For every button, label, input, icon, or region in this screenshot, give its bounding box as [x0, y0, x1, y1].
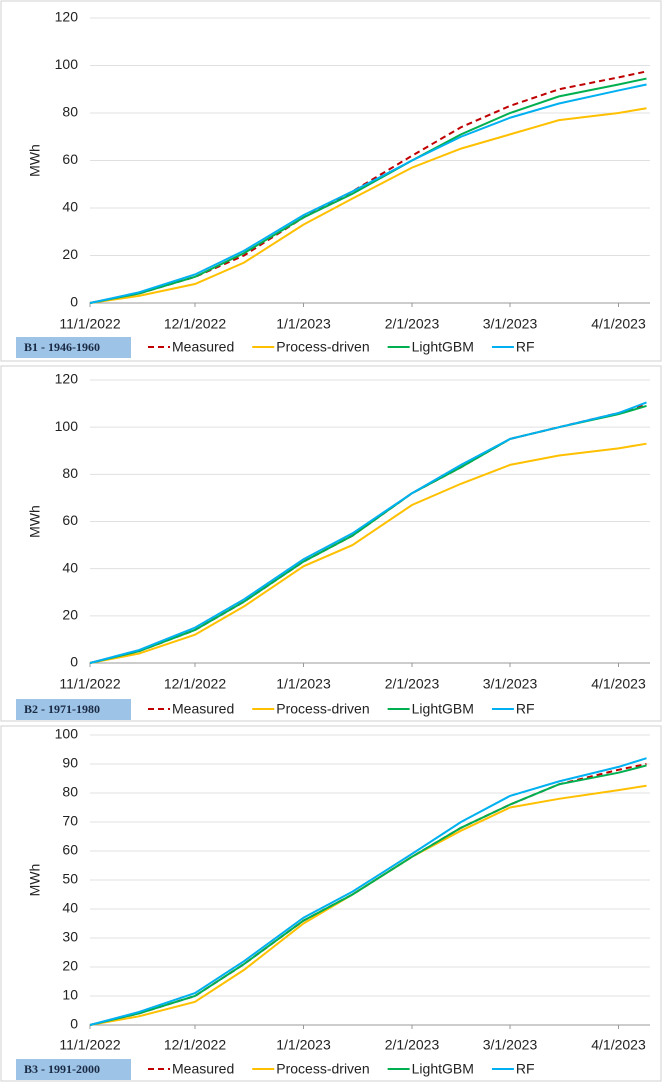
x-tick-label: 11/1/2022 [59, 316, 120, 332]
y-tick-label: 40 [62, 199, 78, 215]
x-tick-label: 3/1/2023 [483, 1037, 538, 1053]
y-tick-label: 40 [62, 559, 78, 575]
legend-label: Measured [172, 1061, 234, 1077]
x-tick-label: 3/1/2023 [483, 676, 538, 692]
y-tick-label: 20 [62, 958, 78, 974]
x-tick-label: 4/1/2023 [591, 676, 646, 692]
x-tick-label: 11/1/2022 [59, 676, 120, 692]
x-tick-label: 2/1/2023 [385, 316, 440, 332]
y-tick-label: 80 [62, 784, 78, 800]
x-tick-label: 2/1/2023 [385, 676, 440, 692]
x-tick-label: 12/1/2022 [164, 316, 226, 332]
legend-label: Measured [172, 339, 234, 355]
panel-border [0, 365, 662, 722]
y-tick-label: 120 [55, 371, 79, 387]
x-tick-label: 11/1/2022 [59, 1037, 120, 1053]
x-tick-label: 4/1/2023 [591, 1037, 646, 1053]
y-tick-label: 10 [62, 987, 78, 1003]
y-axis-label: MWh [27, 144, 43, 177]
panel-border [0, 725, 662, 1082]
x-tick-label: 2/1/2023 [385, 1037, 440, 1053]
y-tick-label: 90 [62, 755, 78, 771]
y-tick-label: 20 [62, 607, 78, 623]
x-tick-label: 12/1/2022 [164, 1037, 226, 1053]
series-line [89, 107, 647, 304]
title-box [16, 1059, 131, 1080]
y-tick-label: 60 [62, 151, 78, 167]
title-box [16, 699, 131, 720]
series-line [89, 764, 647, 1026]
series-line [89, 401, 647, 664]
y-tick-label: 80 [62, 465, 78, 481]
panel-title: B2 - 1971-1980 [24, 702, 100, 716]
panel-title: B1 - 1946-1960 [24, 340, 100, 354]
series-line [89, 83, 647, 304]
legend-label: LightGBM [412, 1061, 474, 1077]
y-tick-label: 60 [62, 512, 78, 528]
series-line [89, 77, 647, 304]
x-tick-label: 12/1/2022 [164, 676, 226, 692]
series-line [89, 763, 647, 1026]
y-tick-label: 0 [70, 294, 78, 310]
legend-label: LightGBM [412, 339, 474, 355]
legend-label: Process-driven [276, 701, 369, 717]
y-tick-label: 60 [62, 842, 78, 858]
x-tick-label: 1/1/2023 [276, 316, 331, 332]
x-tick-label: 4/1/2023 [591, 316, 646, 332]
x-tick-label: 3/1/2023 [483, 316, 538, 332]
y-tick-label: 100 [55, 418, 79, 434]
series-line [89, 442, 647, 664]
y-axis-label: MWh [27, 864, 43, 897]
legend-label: RF [516, 701, 535, 717]
y-tick-label: 0 [70, 1016, 78, 1032]
y-tick-label: 100 [55, 726, 79, 742]
legend-label: Process-driven [276, 1061, 369, 1077]
y-tick-label: 40 [62, 900, 78, 916]
x-tick-label: 1/1/2023 [276, 1037, 331, 1053]
y-tick-label: 30 [62, 929, 78, 945]
series-line [89, 70, 647, 304]
legend-label: Process-driven [276, 339, 369, 355]
legend-label: RF [516, 339, 535, 355]
y-tick-label: 120 [55, 9, 79, 25]
y-tick-label: 0 [70, 654, 78, 670]
y-tick-label: 70 [62, 813, 78, 829]
series-line [89, 757, 647, 1026]
x-tick-label: 1/1/2023 [276, 676, 331, 692]
y-tick-label: 100 [55, 56, 79, 72]
legend-label: LightGBM [412, 701, 474, 717]
legend-label: Measured [172, 701, 234, 717]
y-tick-label: 50 [62, 871, 78, 887]
y-axis-label: MWh [27, 505, 43, 538]
y-tick-label: 20 [62, 246, 78, 262]
y-tick-label: 80 [62, 104, 78, 120]
panel-border [0, 0, 662, 362]
title-box [16, 337, 131, 358]
legend-label: RF [516, 1061, 535, 1077]
panel-title: B3 - 1991-2000 [24, 1062, 100, 1076]
